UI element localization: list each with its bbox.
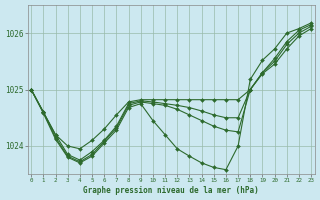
X-axis label: Graphe pression niveau de la mer (hPa): Graphe pression niveau de la mer (hPa) xyxy=(83,186,259,195)
